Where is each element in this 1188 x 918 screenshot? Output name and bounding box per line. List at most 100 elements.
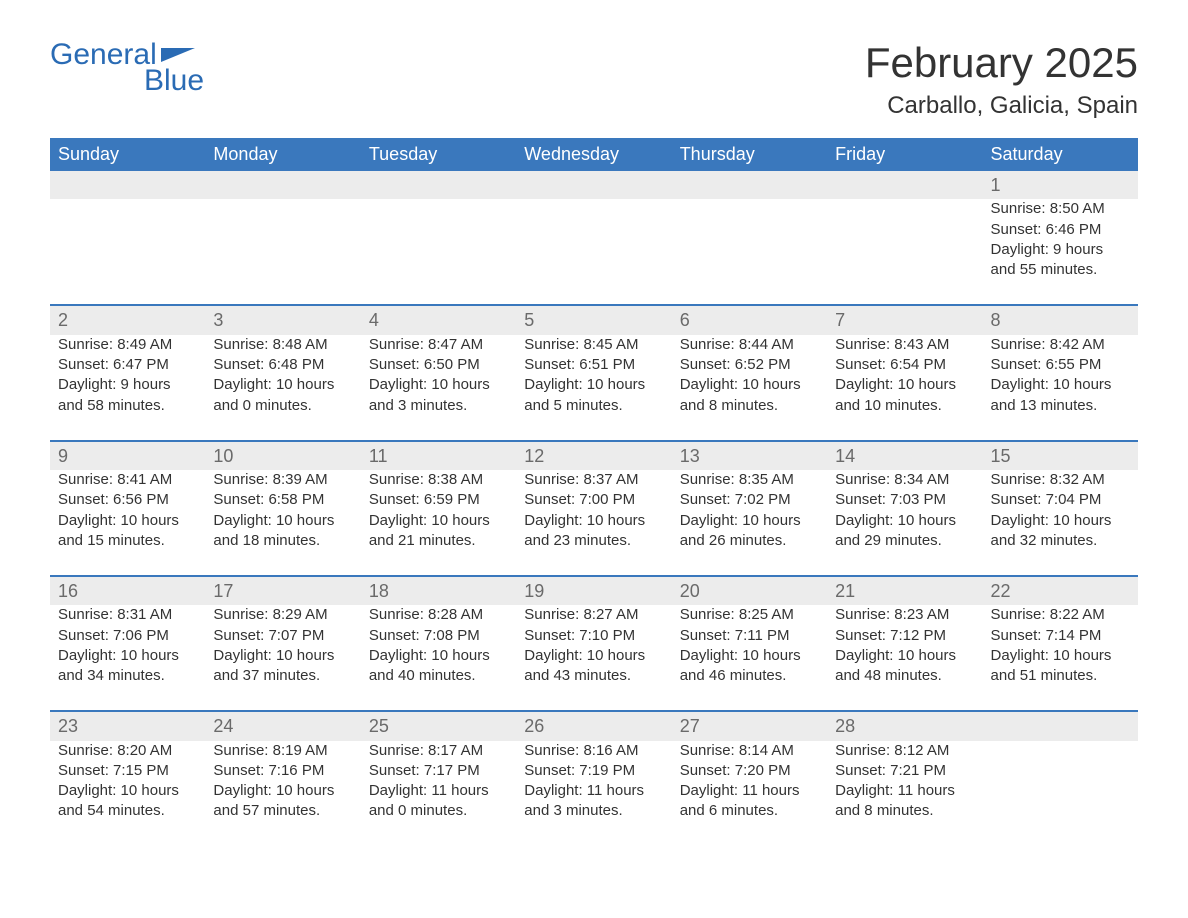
sunset-line: Sunset: 7:06 PM bbox=[58, 626, 197, 646]
sunrise-line: Sunrise: 8:14 AM bbox=[680, 741, 819, 761]
day-number: 9 bbox=[50, 441, 205, 470]
daylight-line-2: and 10 minutes. bbox=[835, 396, 974, 416]
day-cell: Sunrise: 8:20 AMSunset: 7:15 PMDaylight:… bbox=[50, 741, 205, 846]
sunrise-line: Sunrise: 8:48 AM bbox=[213, 335, 352, 355]
daylight-line-2: and 8 minutes. bbox=[680, 396, 819, 416]
empty-cell bbox=[361, 199, 516, 305]
sunrise-line: Sunrise: 8:44 AM bbox=[680, 335, 819, 355]
daylight-line-2: and 51 minutes. bbox=[991, 666, 1130, 686]
day-number: 18 bbox=[361, 576, 516, 605]
day-number: 8 bbox=[983, 305, 1138, 334]
day-number: 1 bbox=[983, 171, 1138, 199]
day-number: 10 bbox=[205, 441, 360, 470]
day-number: 14 bbox=[827, 441, 982, 470]
day-number: 19 bbox=[516, 576, 671, 605]
empty-cell bbox=[983, 711, 1138, 740]
sunrise-line: Sunrise: 8:31 AM bbox=[58, 605, 197, 625]
daylight-line-2: and 29 minutes. bbox=[835, 531, 974, 551]
sunset-line: Sunset: 7:15 PM bbox=[58, 761, 197, 781]
day-number: 17 bbox=[205, 576, 360, 605]
daylight-line-2: and 6 minutes. bbox=[680, 801, 819, 821]
day-number: 26 bbox=[516, 711, 671, 740]
daylight-line-1: Daylight: 10 hours bbox=[369, 646, 508, 666]
month-title: February 2025 bbox=[865, 40, 1138, 86]
day-cell: Sunrise: 8:29 AMSunset: 7:07 PMDaylight:… bbox=[205, 605, 360, 711]
sunset-line: Sunset: 7:16 PM bbox=[213, 761, 352, 781]
sunset-line: Sunset: 7:21 PM bbox=[835, 761, 974, 781]
daylight-line-2: and 57 minutes. bbox=[213, 801, 352, 821]
day-cell: Sunrise: 8:23 AMSunset: 7:12 PMDaylight:… bbox=[827, 605, 982, 711]
day-cell: Sunrise: 8:32 AMSunset: 7:04 PMDaylight:… bbox=[983, 470, 1138, 576]
empty-cell bbox=[205, 199, 360, 305]
empty-cell bbox=[50, 199, 205, 305]
sunrise-line: Sunrise: 8:20 AM bbox=[58, 741, 197, 761]
day-header: Friday bbox=[827, 138, 982, 171]
empty-cell bbox=[827, 171, 982, 199]
day-cell: Sunrise: 8:27 AMSunset: 7:10 PMDaylight:… bbox=[516, 605, 671, 711]
daylight-line-1: Daylight: 11 hours bbox=[369, 781, 508, 801]
sunrise-line: Sunrise: 8:41 AM bbox=[58, 470, 197, 490]
daylight-line-2: and 0 minutes. bbox=[369, 801, 508, 821]
day-number: 22 bbox=[983, 576, 1138, 605]
day-number: 21 bbox=[827, 576, 982, 605]
sunset-line: Sunset: 7:02 PM bbox=[680, 490, 819, 510]
sunrise-line: Sunrise: 8:45 AM bbox=[524, 335, 663, 355]
day-number: 23 bbox=[50, 711, 205, 740]
sunrise-line: Sunrise: 8:37 AM bbox=[524, 470, 663, 490]
day-header: Thursday bbox=[672, 138, 827, 171]
day-number: 25 bbox=[361, 711, 516, 740]
sunset-line: Sunset: 6:55 PM bbox=[991, 355, 1130, 375]
day-cell: Sunrise: 8:34 AMSunset: 7:03 PMDaylight:… bbox=[827, 470, 982, 576]
day-number: 28 bbox=[827, 711, 982, 740]
day-cell: Sunrise: 8:37 AMSunset: 7:00 PMDaylight:… bbox=[516, 470, 671, 576]
sunset-line: Sunset: 6:56 PM bbox=[58, 490, 197, 510]
daylight-line-1: Daylight: 10 hours bbox=[680, 646, 819, 666]
day-number-row: 232425262728 bbox=[50, 711, 1138, 740]
daylight-line-1: Daylight: 10 hours bbox=[213, 375, 352, 395]
daylight-line-2: and 18 minutes. bbox=[213, 531, 352, 551]
daylight-line-2: and 55 minutes. bbox=[991, 260, 1130, 280]
day-cell: Sunrise: 8:17 AMSunset: 7:17 PMDaylight:… bbox=[361, 741, 516, 846]
empty-cell bbox=[827, 199, 982, 305]
empty-cell bbox=[672, 171, 827, 199]
daylight-line-1: Daylight: 10 hours bbox=[991, 646, 1130, 666]
sunrise-line: Sunrise: 8:28 AM bbox=[369, 605, 508, 625]
sunset-line: Sunset: 6:51 PM bbox=[524, 355, 663, 375]
sunset-line: Sunset: 7:03 PM bbox=[835, 490, 974, 510]
day-number: 13 bbox=[672, 441, 827, 470]
day-cell: Sunrise: 8:44 AMSunset: 6:52 PMDaylight:… bbox=[672, 335, 827, 441]
day-cell: Sunrise: 8:28 AMSunset: 7:08 PMDaylight:… bbox=[361, 605, 516, 711]
sunrise-line: Sunrise: 8:29 AM bbox=[213, 605, 352, 625]
daylight-line-1: Daylight: 10 hours bbox=[524, 646, 663, 666]
sunset-line: Sunset: 6:47 PM bbox=[58, 355, 197, 375]
daylight-line-1: Daylight: 9 hours bbox=[58, 375, 197, 395]
daylight-line-2: and 21 minutes. bbox=[369, 531, 508, 551]
daylight-line-1: Daylight: 10 hours bbox=[213, 781, 352, 801]
daylight-line-1: Daylight: 10 hours bbox=[835, 511, 974, 531]
daylight-line-2: and 58 minutes. bbox=[58, 396, 197, 416]
day-number: 7 bbox=[827, 305, 982, 334]
day-cell: Sunrise: 8:14 AMSunset: 7:20 PMDaylight:… bbox=[672, 741, 827, 846]
day-number: 27 bbox=[672, 711, 827, 740]
daylight-line-1: Daylight: 10 hours bbox=[524, 511, 663, 531]
day-number: 12 bbox=[516, 441, 671, 470]
daylight-line-1: Daylight: 10 hours bbox=[369, 375, 508, 395]
sunset-line: Sunset: 7:19 PM bbox=[524, 761, 663, 781]
sunset-line: Sunset: 7:12 PM bbox=[835, 626, 974, 646]
empty-cell bbox=[983, 741, 1138, 846]
sunrise-line: Sunrise: 8:27 AM bbox=[524, 605, 663, 625]
daylight-line-2: and 48 minutes. bbox=[835, 666, 974, 686]
sunrise-line: Sunrise: 8:23 AM bbox=[835, 605, 974, 625]
day-cell: Sunrise: 8:43 AMSunset: 6:54 PMDaylight:… bbox=[827, 335, 982, 441]
sunset-line: Sunset: 7:11 PM bbox=[680, 626, 819, 646]
sunrise-line: Sunrise: 8:22 AM bbox=[991, 605, 1130, 625]
day-number: 15 bbox=[983, 441, 1138, 470]
sunrise-line: Sunrise: 8:19 AM bbox=[213, 741, 352, 761]
day-number: 16 bbox=[50, 576, 205, 605]
empty-cell bbox=[672, 199, 827, 305]
logo-word-2: Blue bbox=[50, 66, 204, 96]
sunset-line: Sunset: 6:46 PM bbox=[991, 220, 1130, 240]
daylight-line-2: and 3 minutes. bbox=[369, 396, 508, 416]
sunrise-line: Sunrise: 8:43 AM bbox=[835, 335, 974, 355]
day-header-row: SundayMondayTuesdayWednesdayThursdayFrid… bbox=[50, 138, 1138, 171]
